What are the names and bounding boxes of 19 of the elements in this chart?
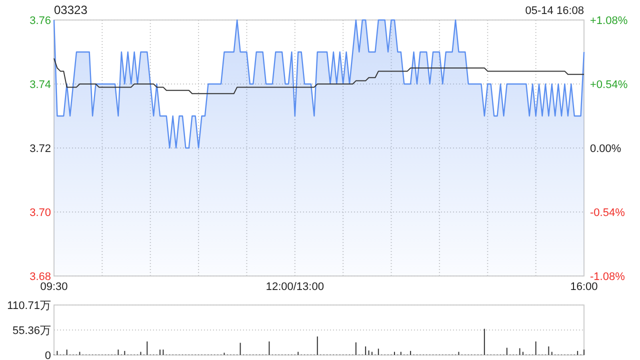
y-tick-label: 0 bbox=[44, 350, 51, 360]
y2-tick-label: +1.08% bbox=[590, 15, 628, 27]
x-tick-label: 16:00 bbox=[570, 281, 598, 293]
y2-tick-label: +0.54% bbox=[590, 79, 628, 91]
y-tick-label: 3.76 bbox=[30, 15, 51, 27]
y-tick-label: 3.68 bbox=[30, 271, 51, 283]
line-series bbox=[54, 58, 584, 94]
text: 05-14 16:08 bbox=[525, 5, 584, 17]
y2-tick-label: 0.00% bbox=[590, 143, 622, 155]
y-tick-label: 3.70 bbox=[30, 207, 51, 219]
y-tick-label: 55.36万 bbox=[12, 325, 51, 337]
x-tick-label: 09:30 bbox=[40, 281, 68, 293]
y-tick-label: 110.71万 bbox=[7, 300, 51, 312]
x-tick-label: 12:00/13:00 bbox=[266, 281, 324, 293]
y2-tick-label: -1.08% bbox=[590, 271, 626, 283]
y2-tick-label: -0.54% bbox=[590, 207, 626, 219]
chart-title: 03323 bbox=[54, 3, 88, 17]
y-tick-label: 3.74 bbox=[30, 79, 51, 91]
y-tick-label: 3.72 bbox=[30, 143, 51, 155]
